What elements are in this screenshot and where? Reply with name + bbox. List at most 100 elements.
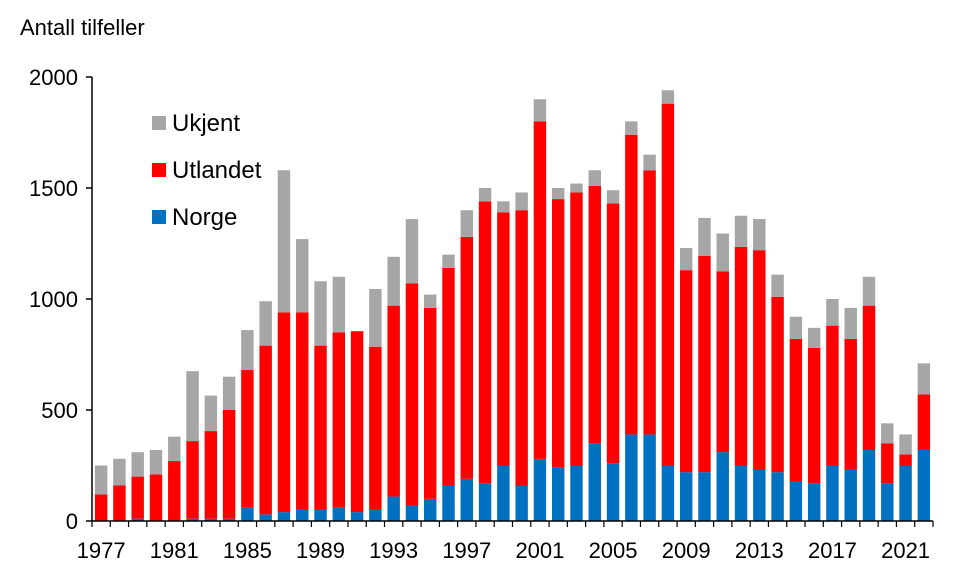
bar-segment-norge-1993	[387, 496, 400, 521]
bar-segment-norge-2018	[844, 469, 857, 521]
bar-segment-ukjent-2010	[698, 217, 711, 256]
bar-segment-norge-2020	[881, 483, 894, 521]
bar-segment-norge-1991	[350, 512, 364, 521]
bar-segment-norge-1998	[478, 483, 492, 521]
bar-segment-norge-1996	[442, 485, 455, 521]
bar-segment-utlandet-1979	[131, 476, 144, 519]
bar-segment-ukjent-1999	[497, 201, 510, 213]
bar-segment-ukjent-1997	[460, 210, 474, 237]
bar-segment-utlandet-2016	[807, 347, 821, 484]
bar-segment-utlandet-1992	[369, 346, 382, 510]
bar-segment-norge-2017	[826, 465, 839, 521]
bar-segment-norge-1992	[369, 509, 382, 521]
x-tick-label-2005: 2005	[589, 538, 638, 563]
bar-segment-norge-2013	[753, 469, 766, 521]
bar-segment-utlandet-2010	[698, 255, 711, 473]
bar-segment-ukjent-1977	[94, 465, 108, 495]
bar-segment-utlandet-2005	[606, 203, 620, 464]
bar-segment-ukjent-1983	[204, 395, 218, 432]
bar-segment-ukjent-2005	[606, 190, 620, 204]
bar-segment-ukjent-1979	[131, 452, 144, 477]
bar-segment-utlandet-1997	[460, 236, 474, 479]
bar-segment-utlandet-2000	[515, 210, 528, 486]
bar-segment-utlandet-1993	[387, 305, 400, 497]
bar-segment-ukjent-2014	[771, 274, 784, 297]
bar-segment-ukjent-2015	[789, 316, 803, 339]
x-tick-label-1985: 1985	[223, 538, 272, 563]
bar-segment-norge-2021	[899, 465, 912, 521]
bar-segment-ukjent-2001	[533, 99, 547, 122]
legend-label-norge: Norge	[172, 204, 237, 231]
bar-segment-norge-1984	[222, 518, 236, 521]
bar-segment-ukjent-2011	[716, 233, 729, 272]
bar-segment-utlandet-2001	[533, 121, 547, 459]
y-tick-label-2000: 2000	[29, 65, 78, 90]
bar-segment-utlandet-2020	[881, 443, 894, 484]
x-tick-label-2009: 2009	[662, 538, 711, 563]
bar-segment-norge-2005	[606, 463, 620, 521]
bar-segment-ukjent-1980	[149, 449, 163, 475]
bar-segment-ukjent-2021	[899, 434, 912, 455]
bar-segment-norge-2004	[588, 443, 601, 521]
axes-group: 0 500 1000 1500 2000 1977 1981 1985 1989 1993 1997…	[29, 65, 934, 563]
bar-segment-utlandet-2011	[716, 271, 729, 453]
x-tick-label-2017: 2017	[808, 538, 857, 563]
bar-segment-norge-1990	[332, 507, 346, 521]
legend-swatch-ukjent	[152, 116, 166, 130]
bar-segment-norge-1997	[460, 478, 474, 521]
bar-segment-norge-1989	[314, 509, 327, 521]
bar-segment-utlandet-1989	[314, 345, 327, 510]
bar-segment-norge-2003	[570, 465, 583, 521]
bar-segment-utlandet-2019	[862, 305, 876, 450]
bar-segment-utlandet-1984	[222, 410, 236, 519]
bar-segment-utlandet-1983	[204, 431, 218, 519]
bar-segment-ukjent-2020	[881, 423, 894, 444]
bar-segment-utlandet-2015	[789, 338, 803, 482]
bar-segment-utlandet-1994	[405, 283, 419, 506]
bar-segment-ukjent-2013	[753, 219, 766, 251]
bar-segment-utlandet-2003	[570, 192, 583, 466]
bar-segment-ukjent-1985	[241, 330, 254, 371]
bar-segment-ukjent-2006	[625, 121, 638, 135]
bar-segment-utlandet-1999	[497, 212, 510, 466]
bar-segment-utlandet-2007	[643, 170, 656, 435]
bar-segment-ukjent-1987	[277, 170, 291, 313]
bar-segment-ukjent-2017	[826, 299, 839, 326]
bar-segment-utlandet-1986	[259, 345, 272, 515]
bar-segment-norge-1987	[277, 512, 291, 521]
bar-segment-norge-2001	[533, 458, 547, 521]
x-tick-label-1977: 1977	[77, 538, 126, 563]
bar-segment-ukjent-1994	[405, 219, 419, 284]
x-tick-label-2021: 2021	[881, 538, 930, 563]
bar-segment-utlandet-1988	[296, 312, 309, 510]
bar-segment-ukjent-1981	[168, 436, 181, 462]
bar-segment-norge-2012	[734, 465, 748, 521]
bar-segment-norge-2009	[679, 472, 693, 521]
legend-swatch-norge	[152, 210, 166, 224]
x-tick-label-1993: 1993	[369, 538, 418, 563]
legend-label-utlandet: Utlandet	[172, 157, 262, 184]
bar-segment-ukjent-1992	[369, 289, 382, 347]
bar-segment-norge-1983	[204, 518, 218, 521]
bar-segment-norge-1995	[424, 498, 437, 521]
bar-segment-norge-2006	[625, 434, 638, 521]
bar-segment-norge-1999	[497, 465, 510, 521]
bar-segment-utlandet-2009	[679, 270, 693, 473]
x-tick-label-1989: 1989	[296, 538, 345, 563]
y-tick-label-0: 0	[66, 509, 78, 534]
bar-segment-norge-1994	[405, 505, 419, 521]
bar-segment-ukjent-2004	[588, 170, 601, 186]
bar-segment-ukjent-2016	[807, 327, 821, 348]
bar-segment-ukjent-2002	[551, 188, 565, 200]
bar-segment-utlandet-2022	[917, 394, 931, 450]
bar-segment-norge-2010	[698, 472, 711, 521]
x-tick-label-1981: 1981	[150, 538, 199, 563]
legend: Ukjent Utlandet Norge	[152, 110, 262, 231]
bar-segment-utlandet-1982	[186, 441, 199, 519]
bar-segment-utlandet-1991	[350, 331, 364, 513]
bar-segment-ukjent-2000	[515, 192, 528, 211]
bar-segment-ukjent-2009	[679, 247, 693, 271]
legend-label-ukjent: Ukjent	[172, 110, 240, 137]
bar-segment-utlandet-1996	[442, 267, 455, 486]
